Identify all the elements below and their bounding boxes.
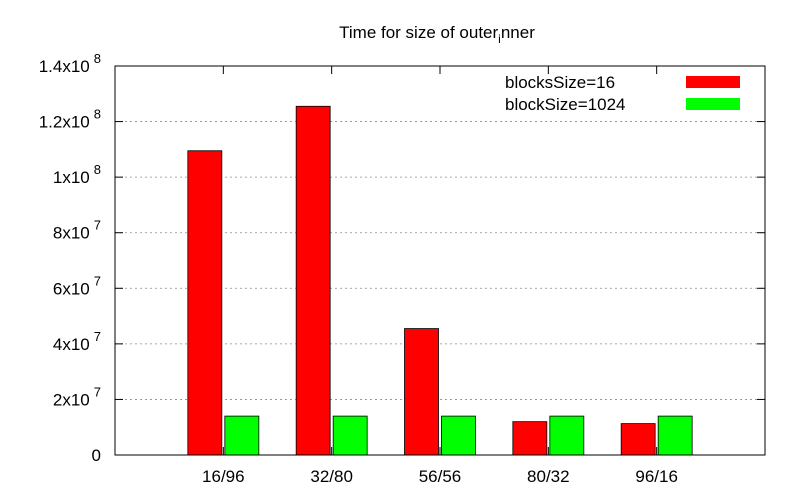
y-tick-mantissa: 1.2x10: [39, 113, 90, 132]
y-tick-mantissa: 6x10: [53, 279, 90, 298]
bar-blockssize-16: [404, 328, 439, 456]
bar-blocksize-1024: [549, 415, 585, 456]
y-tick-label: 1x10 8: [53, 162, 101, 187]
legend-swatch: [686, 98, 740, 110]
y-tick-mantissa: 2x10: [53, 390, 90, 409]
chart-title: Time for size of outerinner: [339, 23, 535, 46]
axis-ticks: [115, 65, 765, 456]
legend-swatch: [686, 76, 740, 88]
bar-blocksize-1024: [441, 415, 476, 456]
y-tick-exponent: 7: [94, 218, 101, 233]
y-tick-label: 0: [92, 446, 101, 465]
y-tick-mantissa: 0: [92, 446, 101, 465]
y-tick-mantissa: 1.4x10: [39, 57, 90, 76]
y-tick-label: 8x10 7: [53, 218, 101, 243]
y-tick-exponent: 8: [94, 51, 101, 66]
y-tick-mantissa: 4x10: [53, 335, 90, 354]
chart-title-main: Time for size of outer: [339, 23, 498, 42]
bar-blockssize-16: [512, 421, 548, 456]
x-tick-label: 96/16: [635, 467, 678, 486]
legend-label: blocksSize=16: [505, 73, 615, 92]
x-tick-label: 32/80: [310, 467, 353, 486]
legend: blocksSize=16 blockSize=1024: [505, 73, 740, 114]
chart-title-end: nner: [501, 23, 535, 42]
y-tick-label: 1.2x10 8: [39, 107, 101, 132]
bar-blockssize-16: [620, 423, 656, 456]
y-tick-mantissa: 1x10: [53, 168, 90, 187]
y-tick-mantissa: 8x10: [53, 224, 90, 243]
y-tick-exponent: 7: [94, 384, 101, 399]
y-tick-label: 2x10 7: [53, 384, 101, 409]
y-tick-exponent: 7: [94, 273, 101, 288]
y-tick-labels: 0 2x10 7 4x10 7 6x10 7 8x10 7 1x10 8 1.2x10 8 1.4x10 8: [39, 51, 101, 465]
y-tick-exponent: 7: [94, 329, 101, 344]
bar-blocksize-1024: [332, 415, 368, 456]
bar-blockssize-16: [295, 105, 331, 456]
chart-title-sub: i: [498, 32, 501, 46]
y-tick-label: 1.4x10 8: [39, 51, 101, 76]
legend-label: blockSize=1024: [505, 95, 626, 114]
bar-blockssize-16: [187, 150, 223, 456]
bar-blocksize-1024: [224, 415, 260, 456]
y-tick-label: 4x10 7: [53, 329, 101, 354]
x-tick-label: 56/56: [419, 467, 462, 486]
y-tick-exponent: 8: [94, 107, 101, 122]
x-tick-label: 80/32: [527, 467, 570, 486]
bars: [187, 105, 693, 456]
x-tick-labels: 16/96 32/80 56/56 80/32 96/16: [202, 467, 678, 486]
y-tick-exponent: 8: [94, 162, 101, 177]
bar-blocksize-1024: [657, 415, 693, 456]
y-tick-label: 6x10 7: [53, 273, 101, 298]
x-tick-label: 16/96: [202, 467, 245, 486]
grid-lines: [115, 121, 765, 400]
